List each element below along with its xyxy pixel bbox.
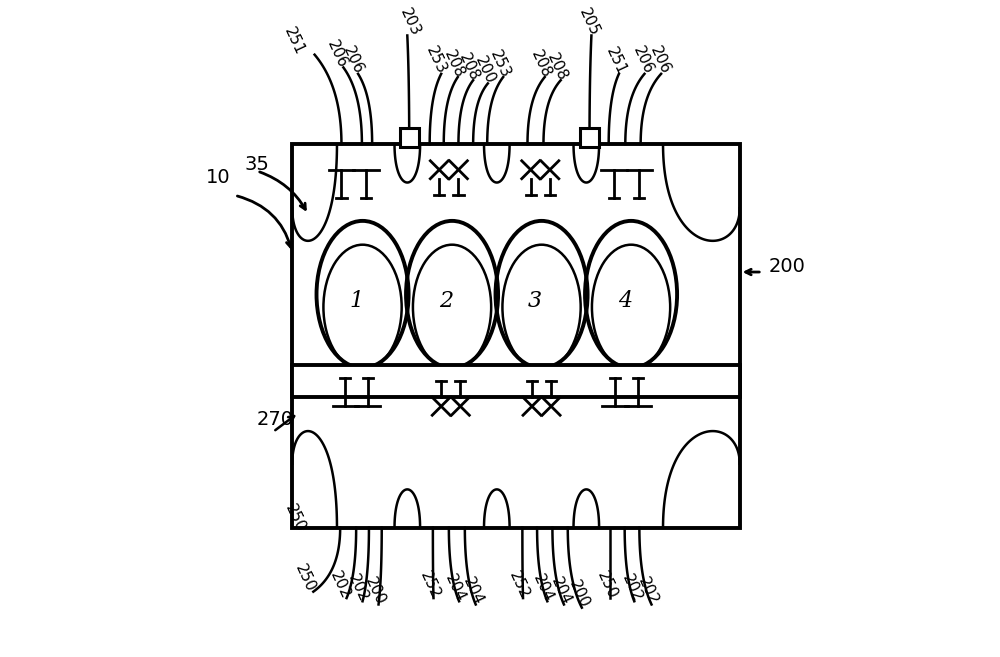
- Text: 200: 200: [472, 54, 498, 87]
- Text: 270: 270: [257, 411, 294, 430]
- Text: 2: 2: [439, 290, 453, 312]
- Bar: [292, 365, 740, 397]
- Text: 200: 200: [566, 578, 592, 611]
- Text: 203: 203: [398, 6, 423, 39]
- Text: 251: 251: [603, 45, 629, 77]
- Text: 204: 204: [531, 572, 556, 604]
- Text: 202: 202: [327, 569, 353, 601]
- Text: 204: 204: [548, 575, 574, 608]
- Text: 1: 1: [349, 290, 363, 312]
- Text: 206: 206: [630, 45, 656, 77]
- Text: 204: 204: [460, 575, 486, 608]
- Text: 200: 200: [362, 575, 388, 608]
- Bar: [580, 128, 599, 147]
- Text: 250: 250: [595, 569, 620, 601]
- Text: 206: 206: [340, 45, 366, 77]
- Text: 250: 250: [283, 501, 308, 534]
- Text: 202: 202: [619, 572, 645, 604]
- Bar: [400, 128, 419, 147]
- Text: 3: 3: [528, 290, 542, 312]
- Text: 206: 206: [647, 45, 673, 77]
- Text: 206: 206: [324, 38, 350, 71]
- Text: 251: 251: [281, 26, 307, 58]
- Text: 205: 205: [577, 6, 602, 39]
- Text: 252: 252: [506, 569, 532, 601]
- Text: 208: 208: [545, 51, 570, 83]
- Text: 208: 208: [441, 48, 467, 80]
- Text: 204: 204: [442, 572, 468, 604]
- Text: 202: 202: [345, 572, 371, 604]
- Text: 253: 253: [487, 47, 513, 80]
- Text: 252: 252: [417, 569, 443, 601]
- Text: 208: 208: [456, 51, 482, 83]
- Text: 202: 202: [635, 575, 661, 608]
- Text: 4: 4: [618, 290, 632, 312]
- Text: 253: 253: [423, 45, 449, 77]
- Text: 208: 208: [529, 48, 554, 80]
- Text: 200: 200: [769, 257, 805, 276]
- Text: 35: 35: [244, 155, 269, 173]
- Text: 10: 10: [206, 168, 231, 187]
- Text: 250: 250: [292, 562, 318, 595]
